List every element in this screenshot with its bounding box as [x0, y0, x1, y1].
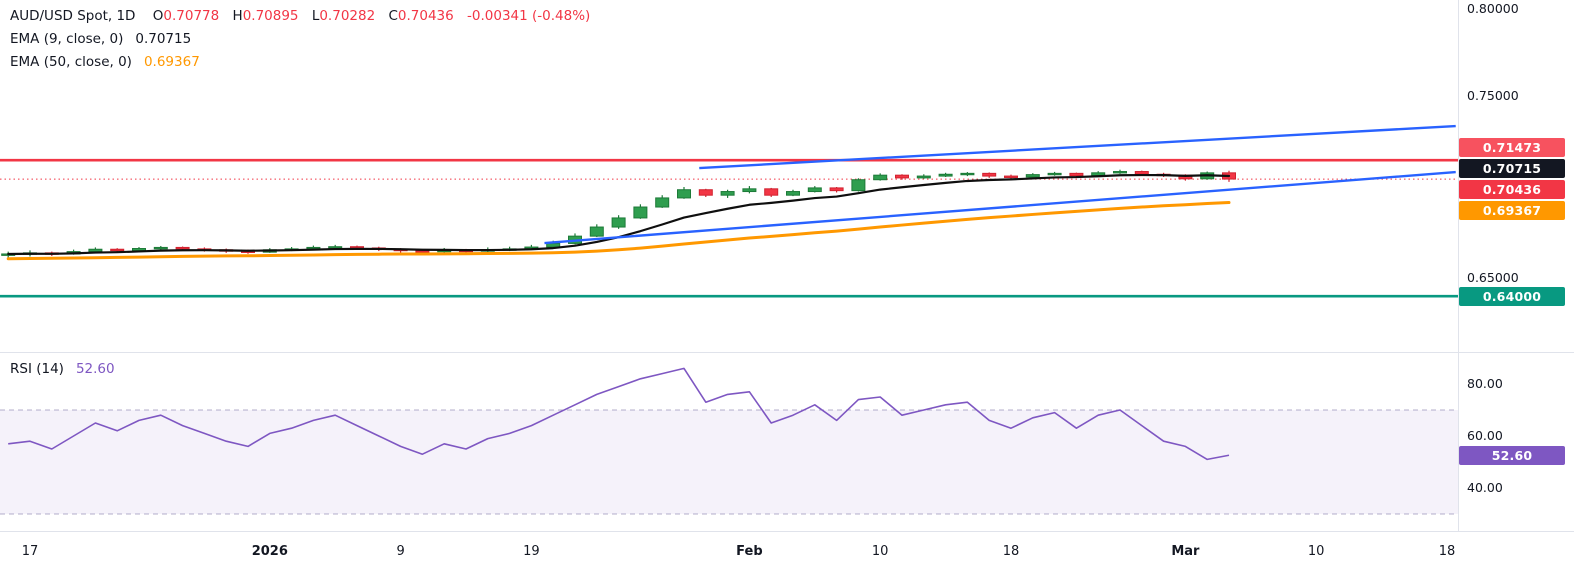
time-axis-tick: Mar: [1171, 544, 1200, 559]
ohlc-c-value: 0.70436: [397, 8, 454, 24]
ema50-label: EMA (50, close, 0): [10, 54, 132, 70]
candle-body: [1134, 171, 1149, 175]
candle-body: [633, 206, 648, 219]
time-axis-tick: 17: [21, 544, 39, 559]
price-axis[interactable]: 0.80000 0.75000 0.65000 80.00 60.00 40.00 0.71…: [1458, 0, 1574, 578]
candle-body: [153, 246, 168, 250]
symbol-ohlc-row: AUD/USD Spot, 1D O0.70778 H0.70895 L0.70…: [10, 5, 590, 28]
ohlc-o-label: O: [152, 8, 164, 24]
candle-body: [175, 246, 190, 250]
trendline-channel-lower[interactable]: [544, 170, 1456, 245]
ema9-value: 0.70715: [135, 31, 192, 47]
ohlc-l-value: 0.70282: [319, 8, 376, 24]
trendline-channel-upper[interactable]: [699, 124, 1456, 170]
candle-body: [110, 248, 125, 252]
candle-body: [1004, 175, 1018, 178]
candle-body: [1047, 172, 1062, 176]
ema50-legend-row: EMA (50, close, 0) 0.69367: [10, 51, 590, 74]
candle-body: [611, 217, 626, 228]
price-axis-label: 0.75000: [1467, 88, 1519, 103]
candle-body: [328, 246, 343, 249]
price-badge: 0.69367: [1459, 201, 1565, 221]
candle-body: [895, 174, 909, 179]
candle-body: [829, 187, 844, 192]
ohlc-h-label: H: [232, 8, 243, 24]
time-axis-tick: 2026: [251, 544, 288, 559]
price-badge: 0.64000: [1459, 286, 1565, 306]
ema9-label: EMA (9, close, 0): [10, 31, 124, 47]
price-axis-label: 60.00: [1467, 428, 1503, 443]
price-badge: 0.71473: [1459, 138, 1565, 158]
price-badge: 0.70715: [1459, 159, 1565, 179]
ema50-line: [6, 201, 1231, 261]
price-badge: 0.70436: [1459, 180, 1565, 200]
candle-body: [655, 197, 670, 208]
candle-body: [415, 250, 430, 253]
candle-body: [742, 188, 757, 193]
candle-body: [982, 172, 997, 177]
candle-body: [916, 175, 931, 179]
candle-body: [960, 172, 975, 176]
time-axis-tick: 19: [523, 544, 540, 559]
candle-body: [720, 191, 735, 196]
time-axis[interactable]: 17 2026 9 19 Feb 10 18 Mar 10 18: [0, 531, 1458, 578]
candle-body: [1069, 172, 1084, 177]
time-axis-tick: 9: [396, 544, 405, 559]
candle-body: [589, 226, 604, 237]
rsi-label: RSI (14): [10, 361, 64, 377]
rsi-badge: 52.60: [1459, 445, 1565, 465]
time-axis-tick: 18: [1438, 544, 1456, 559]
candle-body: [1025, 174, 1040, 178]
rsi-value: 52.60: [75, 361, 115, 377]
price-axis-label: 40.00: [1467, 480, 1503, 495]
candle-body: [698, 189, 713, 196]
ohlc-o-value: 0.70778: [163, 8, 220, 24]
price-axis-label: 0.65000: [1467, 270, 1519, 285]
candle-body: [786, 191, 800, 196]
candle-body: [88, 248, 103, 253]
rsi-legend-row: RSI (14) 52.60: [10, 358, 115, 381]
candle-body: [677, 189, 691, 199]
time-axis-tick: 18: [1002, 544, 1020, 559]
candle-body: [938, 173, 953, 177]
rsi-line: [8, 367, 1230, 461]
rsi-legend: RSI (14) 52.60: [10, 358, 115, 381]
candle-body: [807, 187, 822, 193]
candle-body: [851, 179, 866, 192]
candle-body: [873, 174, 888, 181]
price-axis-label: 0.80000: [1467, 1, 1519, 16]
time-axis-tick: Feb: [736, 544, 763, 559]
ohlc-l-label: L: [311, 8, 320, 24]
candle-body: [764, 188, 779, 196]
rsi-band: [0, 410, 1458, 514]
ema50-value: 0.69367: [143, 54, 200, 70]
ohlc-change: -0.00341 (-0.48%): [467, 8, 591, 24]
time-axis-tick: 10: [871, 544, 889, 559]
price-axis-label: 80.00: [1467, 376, 1503, 391]
candle-body: [1113, 171, 1127, 174]
symbol-legend: AUD/USD Spot, 1D O0.70778 H0.70895 L0.70…: [10, 5, 590, 74]
ohlc-h-value: 0.70895: [242, 8, 299, 24]
ema9-legend-row: EMA (9, close, 0) 0.70715: [10, 28, 590, 51]
ohlc-c-label: C: [388, 8, 398, 24]
symbol-title: AUD/USD Spot, 1D: [10, 8, 136, 24]
time-axis-tick: 10: [1307, 544, 1325, 559]
